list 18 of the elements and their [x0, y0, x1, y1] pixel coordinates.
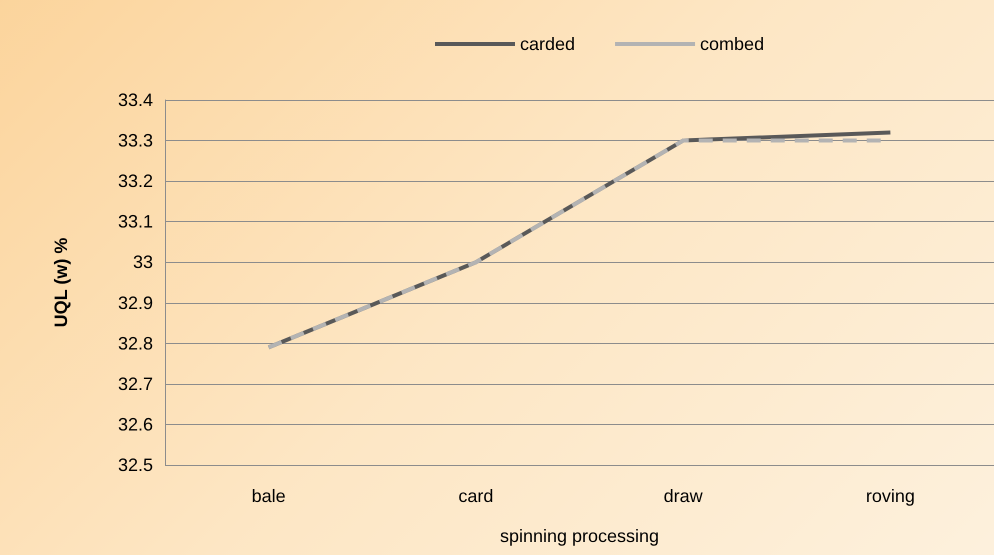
y-tick-label: 33.3 [118, 130, 153, 151]
legend-label: combed [700, 34, 764, 54]
y-tick-label: 33 [132, 252, 153, 272]
y-tick-label: 33.2 [118, 171, 153, 192]
x-tick-label: bale [252, 486, 286, 506]
y-tick-label: 32.5 [118, 455, 153, 475]
y-axis-title: UQL (w) % [51, 238, 71, 328]
y-tick-label: 33.4 [118, 90, 153, 110]
x-axis-title: spinning processing [500, 526, 660, 546]
x-tick-label: card [458, 486, 494, 506]
y-tick-label: 32.9 [118, 292, 153, 313]
y-tick-label: 32.6 [118, 414, 153, 434]
y-tick-label: 32.8 [118, 333, 153, 354]
y-tick-label: 32.7 [118, 374, 153, 394]
x-tick-label: roving [866, 486, 915, 506]
y-tick-label: 33.1 [118, 212, 153, 232]
legend-label: carded [520, 34, 576, 54]
x-tick-label: draw [664, 486, 704, 506]
